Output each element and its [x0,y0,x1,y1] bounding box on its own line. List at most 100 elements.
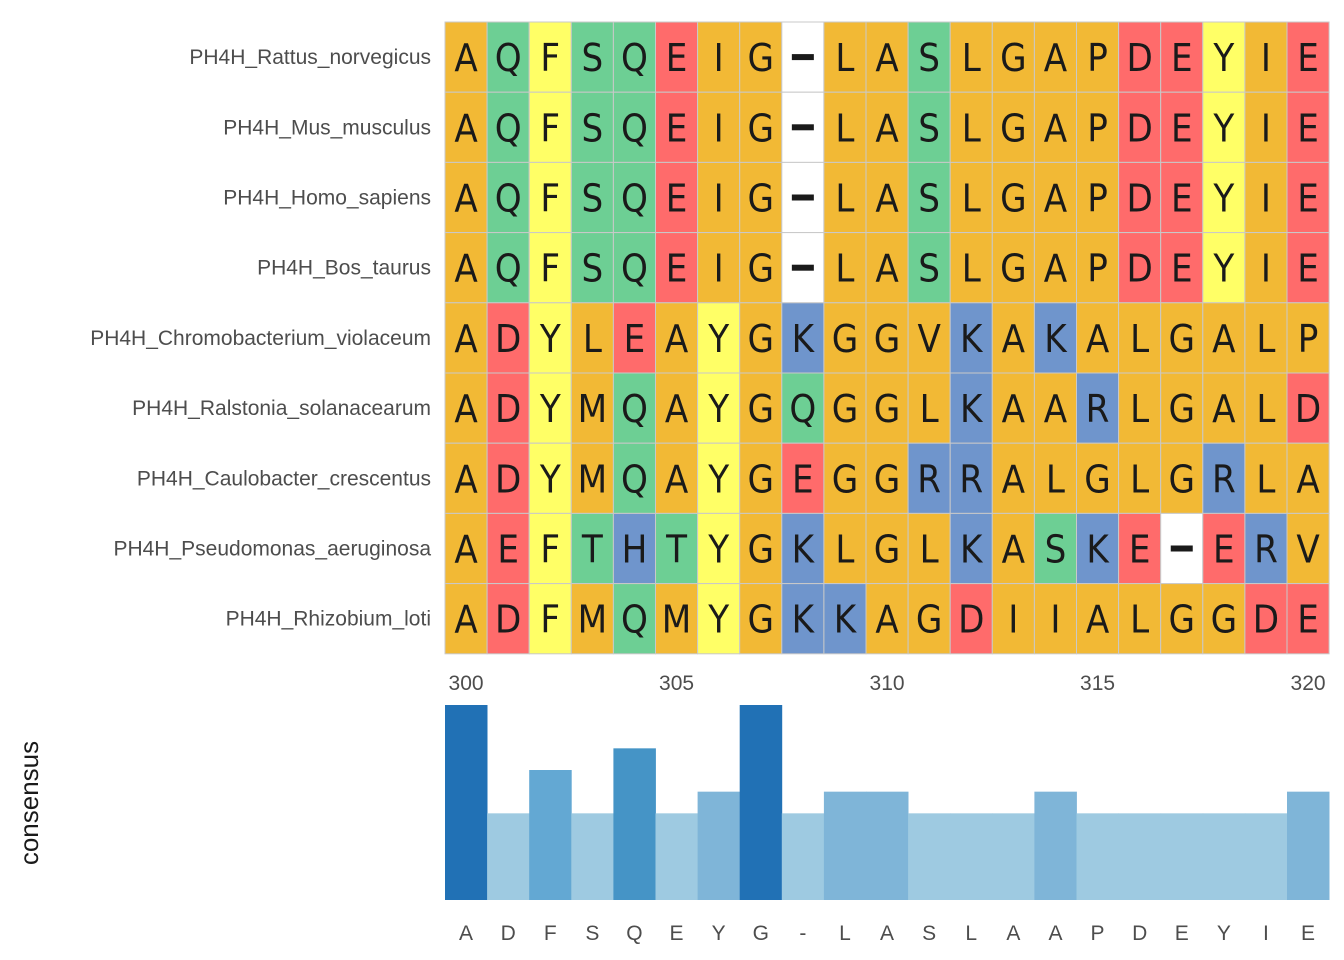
residue-letter: E [1171,177,1193,221]
alignment-cell [486,91,530,163]
alignment-cell [1244,442,1288,514]
residue-letter: E [1297,247,1319,291]
alignment-cell [1160,583,1204,655]
residue-letter: K [960,317,984,361]
alignment-cell [612,583,657,655]
residue-letter: A [1002,528,1026,572]
residue-letter: G [1000,106,1027,150]
consensus-residue-label: E [1301,922,1315,945]
consensus-residue-label: F [544,922,557,945]
alignment-cell [570,302,614,374]
residue-letter: K [792,317,816,361]
alignment-cell [823,372,867,444]
residue-letter: L [1130,598,1149,642]
alignment-cell [1202,583,1246,655]
residue-letter: D [958,598,984,642]
residue-letter: L [1256,457,1275,501]
alignment-cell [1076,442,1120,514]
alignment-cell [1202,302,1246,374]
alignment-cell [907,161,951,234]
alignment-cell [1244,512,1288,585]
residue-letter: S [1045,528,1067,572]
alignment-cell [823,512,867,585]
alignment-cell [739,583,783,655]
residue-letter: L [962,177,981,221]
residue-letter: L [583,317,602,361]
alignment-cell [655,91,699,163]
residue-letter: A [454,457,478,501]
residue-letter: A [454,247,478,291]
residue-letter: L [835,247,854,291]
alignment-cell [444,232,488,304]
sequence-name: PH4H_Rhizobium_loti [226,608,431,631]
consensus-residue-label: Y [712,922,726,945]
consensus-bar [823,791,867,900]
residue-letter: Y [539,387,561,431]
consensus-bar [655,813,698,900]
sequence-name-labels: PH4H_Rattus_norvegicus PH4H_Mus_musculus P… [90,46,431,631]
residue-letter: Y [1212,106,1234,150]
alignment-cell [949,372,993,444]
residue-letter: E [666,106,688,150]
residue-letter: S [918,106,940,150]
alignment-cell [991,583,1035,655]
residue-letter: A [875,36,899,80]
gap-mark [791,54,814,61]
alignment-cell [1118,21,1162,93]
consensus-residue-label: - [799,922,806,945]
alignment-cell [655,21,699,93]
residue-letter: G [748,177,775,221]
residue-letter: I [1050,598,1060,642]
residue-letter: G [1000,177,1027,221]
residue-letter: K [960,387,984,431]
residue-letter: L [920,387,939,431]
alignment-cell [1076,232,1120,304]
alignment-cell [1244,21,1288,93]
consensus-bar [866,791,909,900]
residue-letter: P [1087,177,1108,221]
position-tick-label: 315 [1080,672,1115,695]
consensus-bar [908,813,951,900]
alignment-cell [907,442,951,514]
alignment-cell [486,512,530,585]
residue-letter: R [917,457,941,501]
residue-letter: L [962,36,981,80]
residue-letter: Y [1212,247,1234,291]
residue-letter: A [454,317,478,361]
residue-letter: A [1002,317,1026,361]
residue-letter: P [1298,317,1319,361]
alignment-cell [865,302,909,374]
alignment-cell [1286,302,1330,374]
residue-letter: Q [621,247,648,291]
alignment-cell [991,372,1035,444]
residue-letter: L [1130,457,1149,501]
residue-letter: A [454,177,478,221]
alignment-cell [612,232,657,304]
residue-letter: E [1171,247,1193,291]
residue-letter: K [792,598,816,642]
residue-letter: I [1261,247,1271,291]
residue-letter: G [1169,317,1196,361]
residue-letter: L [962,247,981,291]
alignment-cell [1033,372,1078,444]
alignment-cell [570,91,614,163]
residue-letter: M [662,598,692,642]
residue-letter: Y [1212,177,1234,221]
residue-letter: S [581,247,603,291]
alignment-cell [739,372,783,444]
alignment-cell [1076,372,1120,444]
residue-letter: G [1169,457,1196,501]
residue-letter: F [540,598,560,642]
alignment-cell [991,161,1035,234]
alignment-cell [1202,372,1246,444]
alignment-cell [570,512,614,585]
consensus-residue-label: L [839,922,851,945]
residue-letter: Q [495,247,522,291]
residue-letter: Q [621,36,648,80]
residue-letter: F [540,528,560,572]
alignment-cell [949,512,993,585]
consensus-bar [1160,813,1204,900]
alignment-cell [444,161,488,234]
consensus-bar [1034,791,1077,900]
